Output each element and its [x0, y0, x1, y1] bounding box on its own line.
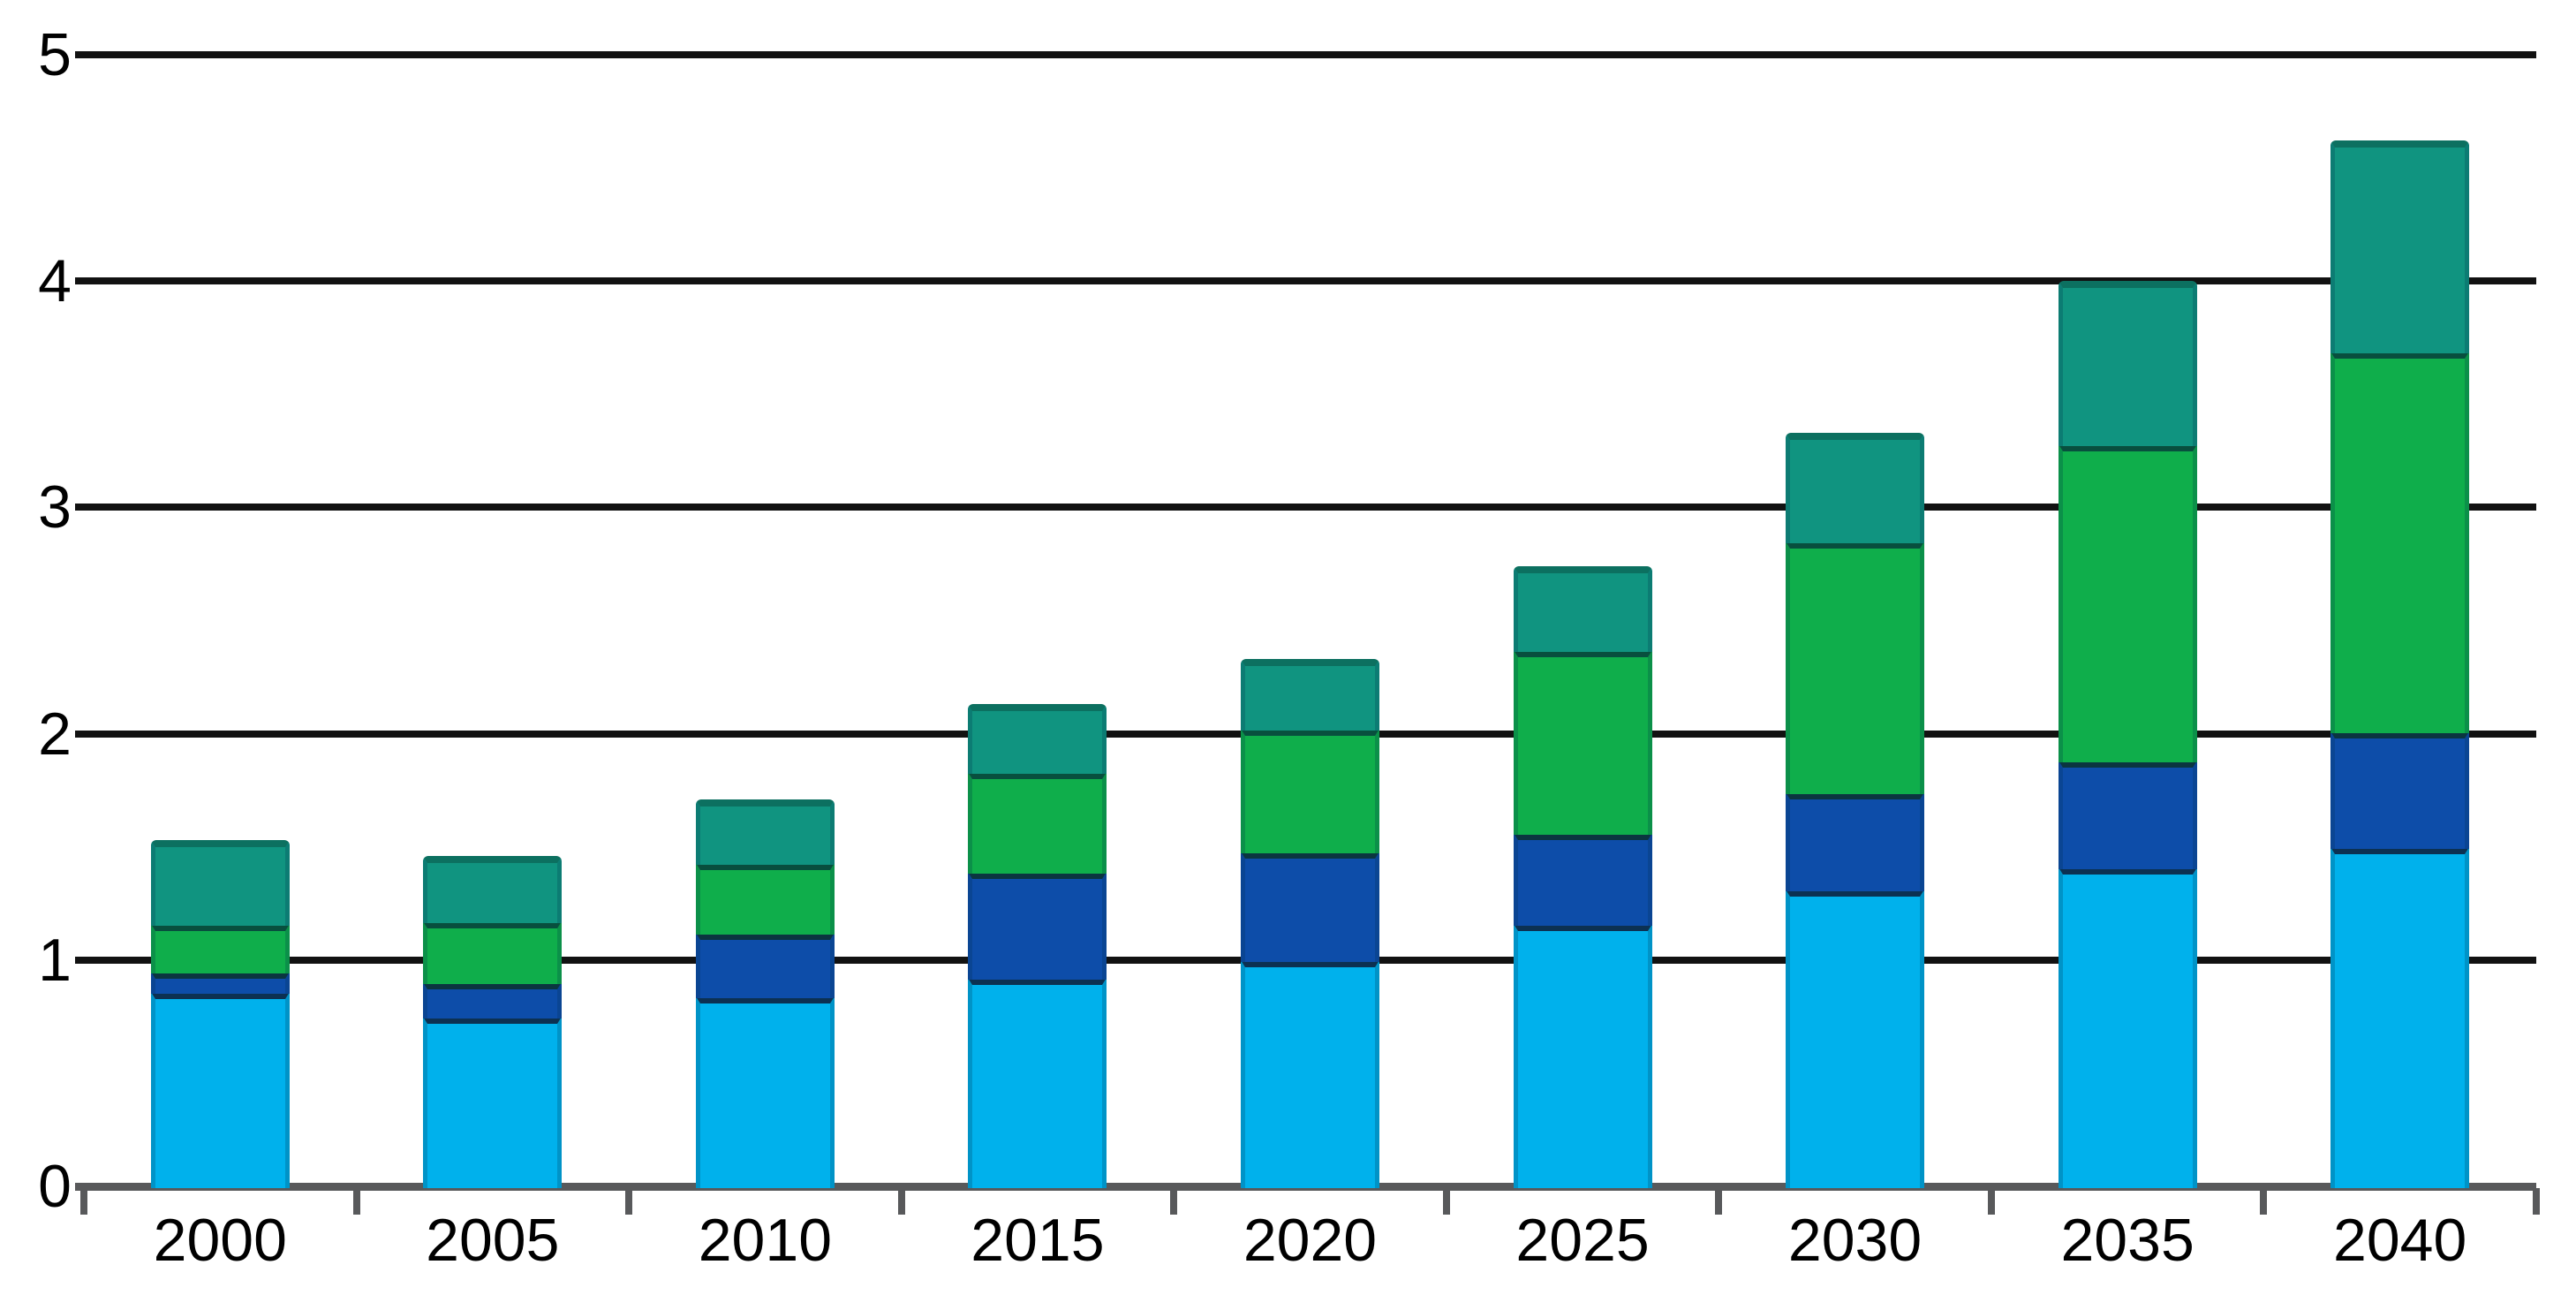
- x-tick-label-2015: 2015: [971, 1207, 1105, 1274]
- bar-2000-dark-blue-segment: [150, 971, 290, 994]
- bar-2025-light-blue-bottom-segment: [1513, 923, 1652, 1188]
- bar-2035-light-blue-bottom-segment: [2058, 867, 2197, 1188]
- bar-2040-green-segment: [2330, 351, 2470, 734]
- x-axis-tick-7: [1987, 1188, 1995, 1215]
- y-tick-label-5: 5: [38, 21, 72, 88]
- x-axis-tick-8: [2260, 1188, 2268, 1215]
- x-tick-label-2035: 2035: [2060, 1207, 2195, 1274]
- bar-2030-light-blue-bottom-segment: [1786, 890, 1925, 1188]
- bar-2040-light-blue-bottom-segment: [2330, 846, 2470, 1188]
- y-tick-label-3: 3: [38, 473, 72, 541]
- bar-2010-green-segment: [695, 862, 835, 935]
- bar-2005-light-blue-bottom-segment: [423, 1016, 563, 1188]
- bar-2025-dark-blue-segment: [1513, 833, 1652, 926]
- bar-2035-dark-blue-segment: [2058, 761, 2197, 869]
- x-axis-tick-9: [2532, 1188, 2540, 1215]
- bar-2000-light-blue-bottom-segment: [150, 991, 290, 1188]
- bar-2030-teal-top-segment: [1786, 432, 1925, 543]
- x-tick-label-2030: 2030: [1787, 1207, 1923, 1274]
- y-tick-label-2: 2: [38, 700, 72, 768]
- bar-2010-light-blue-bottom-segment: [695, 996, 835, 1188]
- gridline-y-5: [75, 51, 2536, 58]
- bar-2040-dark-blue-segment: [2330, 731, 2470, 849]
- x-axis-tick-2: [625, 1188, 633, 1215]
- x-axis-tick-6: [1715, 1188, 1723, 1215]
- y-tick-label-4: 4: [38, 247, 72, 315]
- x-axis-tick-0: [80, 1188, 87, 1215]
- x-tick-label-2020: 2020: [1243, 1207, 1378, 1274]
- bar-2015-dark-blue-segment: [968, 871, 1107, 981]
- x-tick-label-2010: 2010: [698, 1207, 833, 1274]
- x-axis-tick-4: [1170, 1188, 1178, 1215]
- x-axis-tick-5: [1442, 1188, 1450, 1215]
- bar-2000-green-segment: [150, 923, 290, 973]
- bar-2020-light-blue-bottom-segment: [1240, 959, 1379, 1188]
- x-tick-label-2025: 2025: [1515, 1207, 1650, 1274]
- bar-2020-dark-blue-segment: [1240, 851, 1379, 962]
- bar-2025-green-segment: [1513, 649, 1652, 836]
- bar-2035-green-segment: [2058, 443, 2197, 763]
- x-tick-label-2005: 2005: [426, 1207, 560, 1274]
- bar-2010-teal-top-segment: [695, 799, 835, 865]
- bar-2020-green-segment: [1240, 729, 1379, 853]
- y-tick-label-0: 0: [38, 1153, 72, 1220]
- bar-2005-teal-top-segment: [423, 855, 563, 924]
- y-tick-label-1: 1: [38, 926, 72, 994]
- bar-2025-teal-top-segment: [1513, 566, 1652, 652]
- x-axis-tick-1: [352, 1188, 360, 1215]
- gridline-y-3: [75, 504, 2536, 511]
- bar-2030-green-segment: [1786, 541, 1925, 795]
- bar-2010-dark-blue-segment: [695, 933, 835, 998]
- bar-2015-teal-top-segment: [968, 704, 1107, 775]
- x-axis-tick-3: [897, 1188, 905, 1215]
- bar-2030-dark-blue-segment: [1786, 792, 1925, 892]
- x-tick-label-2000: 2000: [153, 1207, 287, 1274]
- bar-2040-teal-top-segment: [2330, 140, 2470, 353]
- x-tick-label-2040: 2040: [2333, 1207, 2467, 1274]
- bar-2020-teal-top-segment: [1240, 659, 1379, 731]
- bar-2035-teal-top-segment: [2058, 281, 2197, 446]
- bar-2000-teal-top-segment: [150, 840, 290, 926]
- bar-2015-light-blue-bottom-segment: [968, 978, 1107, 1188]
- bar-2005-dark-blue-segment: [423, 982, 563, 1019]
- gridline-y-4: [75, 277, 2536, 285]
- bar-2005-green-segment: [423, 921, 563, 985]
- bar-2015-green-segment: [968, 772, 1107, 874]
